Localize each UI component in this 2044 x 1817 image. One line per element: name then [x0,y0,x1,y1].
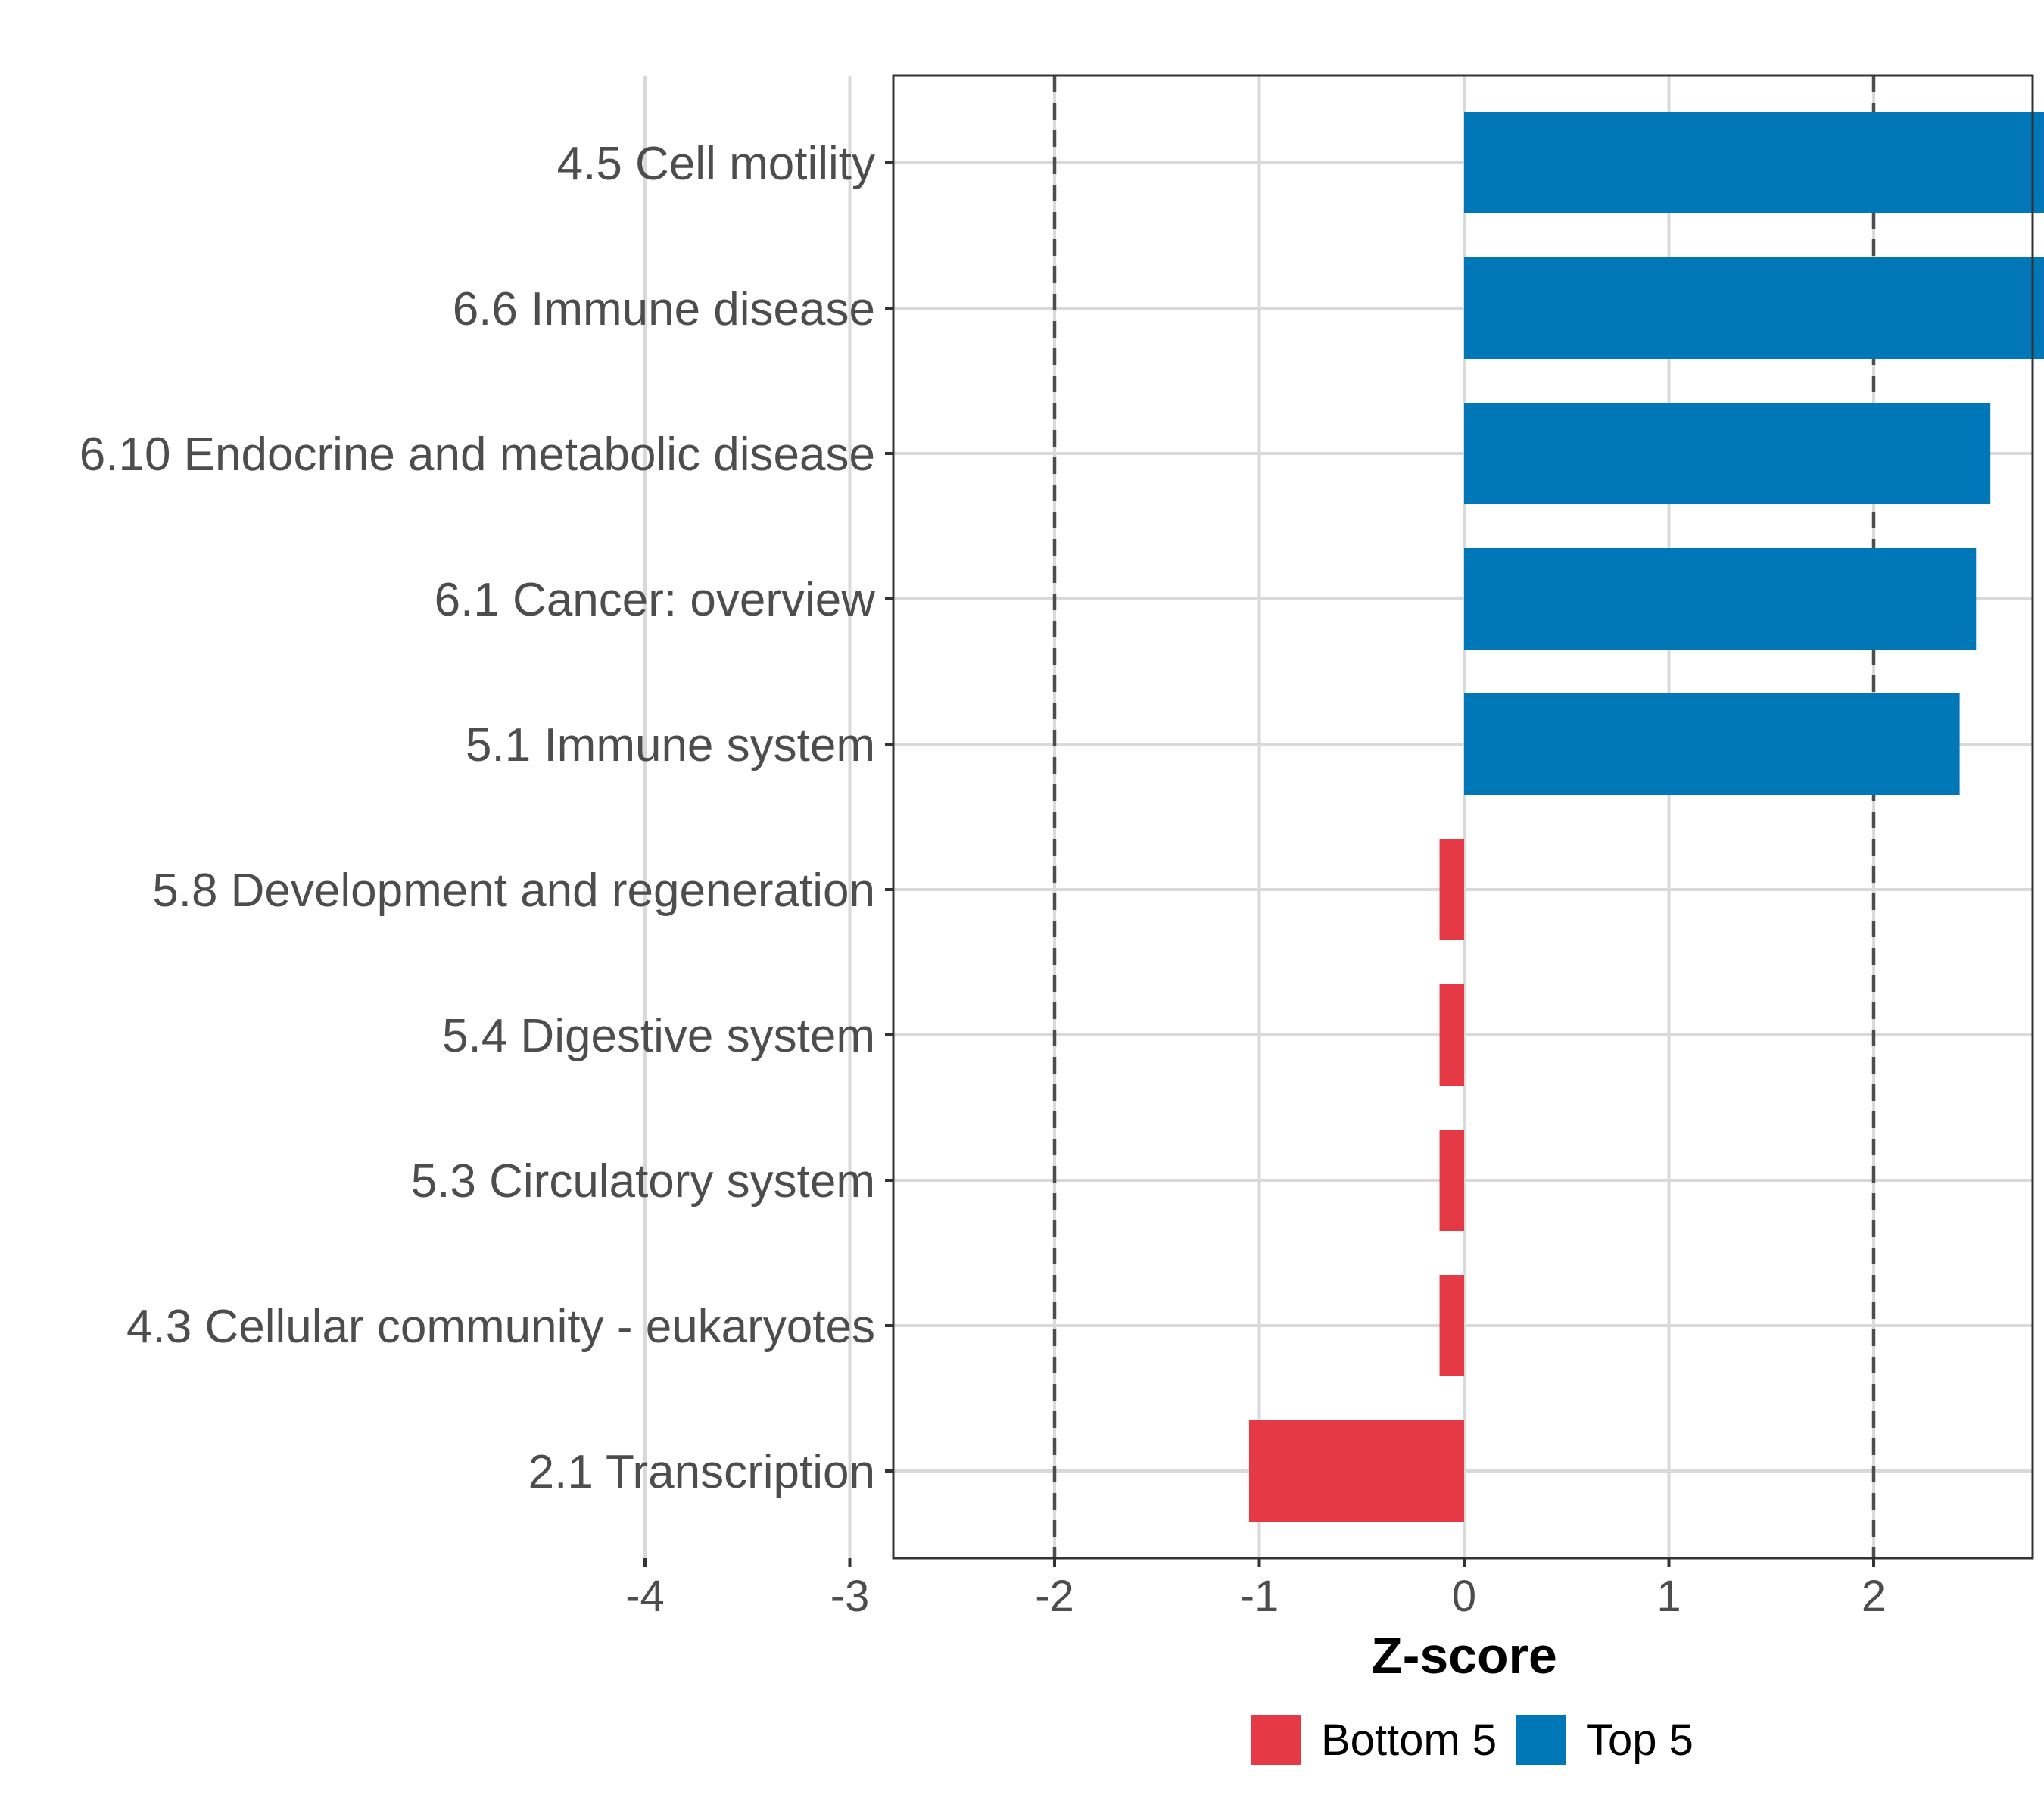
category-label: 4.5 Cell motility [557,138,875,190]
category-label: 6.1 Cancer: overview [435,574,876,626]
bar [1464,112,2044,213]
x-tick-label: 1 [1656,1572,1681,1621]
category-label: 6.10 Endocrine and metabolic disease [79,429,875,481]
x-tick-label: 2 [1862,1572,1886,1621]
legend-label: Top 5 [1586,1716,1693,1765]
x-axis-title: Z-score [1371,1627,1557,1685]
x-tick-label: -1 [1240,1572,1279,1621]
axis-ticks [643,161,1875,1567]
bar [1464,257,2044,359]
category-label: 4.3 Cellular community - eukaryotes [126,1301,875,1353]
legend-swatch [1516,1715,1566,1765]
x-tick-labels: -4-3-2-101234 [625,1572,1886,1621]
bar [1464,693,1960,795]
category-label: 6.6 Immune disease [453,283,875,335]
legend-label: Bottom 5 [1321,1716,1497,1765]
bar [1439,1275,1464,1376]
category-label: 5.3 Circulatory system [411,1155,875,1208]
category-labels: 4.5 Cell motility 6.6 Immune disease 6.10 … [79,138,875,1498]
x-tick-label: -4 [625,1572,665,1621]
category-label: 2.1 Transcription [528,1446,875,1498]
legend: Bottom 5 Top 5 [1251,1715,1693,1765]
x-tick-label: -3 [830,1572,870,1621]
bar [1464,548,1977,650]
category-label: 5.8 Development and regeneration [152,865,875,917]
bars [1248,112,2044,1522]
x-tick-label: 0 [1452,1572,1476,1621]
category-label: 5.1 Immune system [466,719,875,771]
bar [1248,1420,1464,1522]
bar [1439,839,1464,940]
bar [1439,1130,1464,1231]
x-tick-label: -2 [1035,1572,1074,1621]
category-label: 5.4 Digestive system [442,1010,875,1062]
legend-swatch [1251,1715,1301,1765]
bar [1439,984,1464,1086]
bar [1464,403,1991,504]
